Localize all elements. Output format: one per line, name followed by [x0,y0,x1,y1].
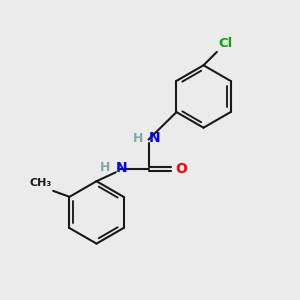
Text: N: N [148,131,160,145]
Text: H: H [100,161,111,174]
Text: N: N [116,161,127,175]
Text: H: H [133,132,143,145]
Text: O: O [175,162,187,176]
Text: CH₃: CH₃ [29,178,52,188]
Text: Cl: Cl [218,38,233,50]
